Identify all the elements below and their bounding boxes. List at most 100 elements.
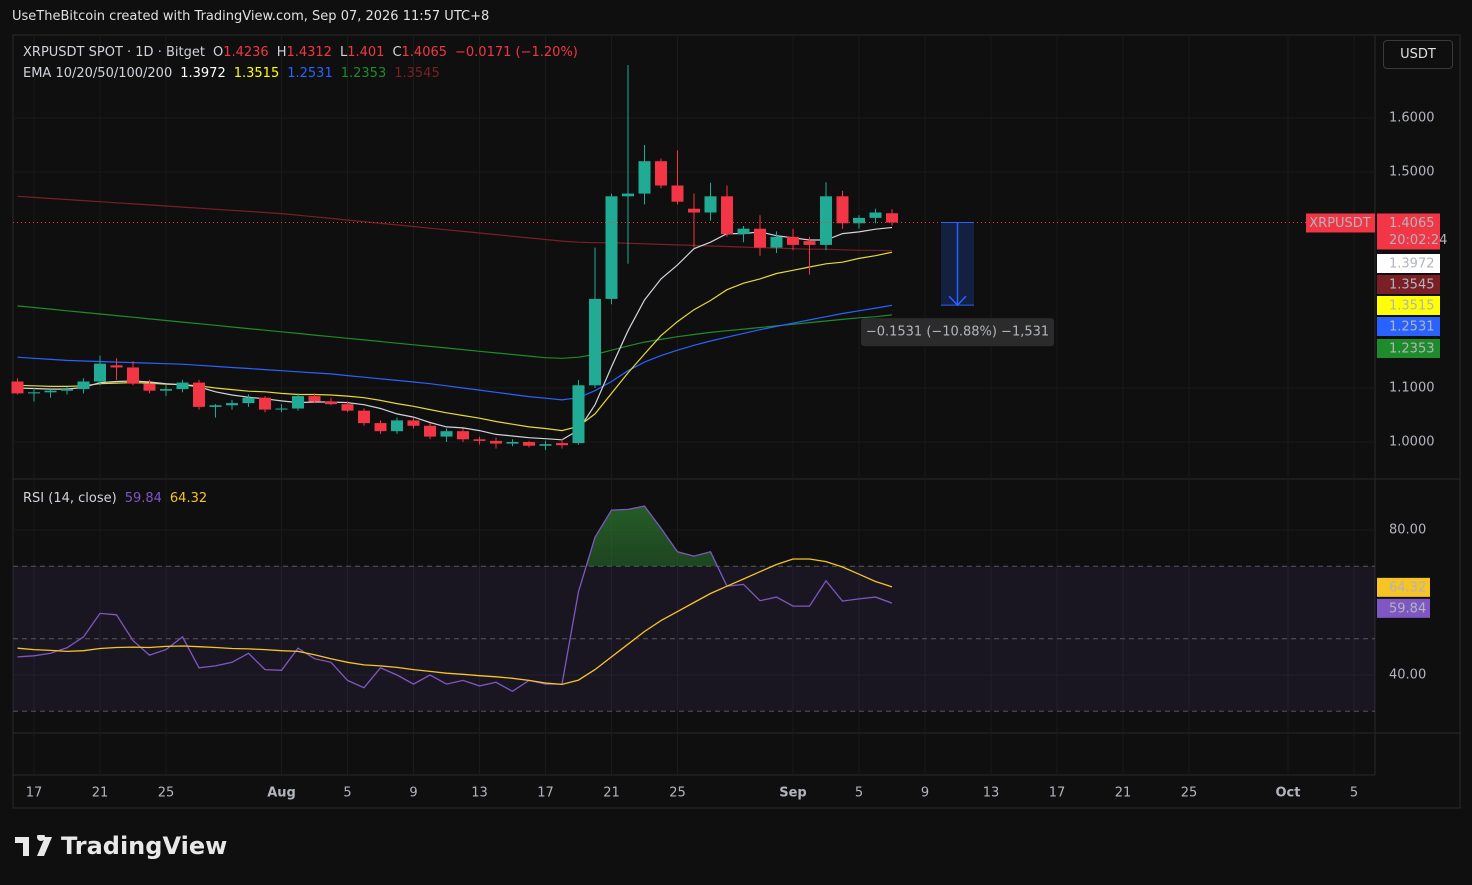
candle-body: [820, 196, 832, 245]
logo-icon: [15, 835, 52, 856]
ohlc-label: C: [392, 45, 402, 60]
x-tick-label: 13: [983, 786, 1000, 801]
ohlc-value: 1.4312: [286, 45, 332, 60]
candle-body: [589, 298, 601, 386]
candle-body: [325, 401, 337, 405]
candle-body: [61, 389, 73, 391]
ema-tag-label: 1.2531: [1389, 320, 1435, 335]
ohlc-label: O: [212, 45, 224, 60]
y-tick-label: 1.6000: [1389, 110, 1435, 125]
rsi-value: 59.84: [124, 491, 162, 506]
logo-text: TradingView: [61, 832, 228, 860]
candle-body: [655, 161, 667, 186]
candle-body: [28, 392, 40, 394]
x-tick-label: 17: [537, 786, 554, 801]
x-tick-label: 5: [343, 786, 351, 801]
ohlc-value: 1.4236: [223, 45, 269, 60]
ema-value: 1.2353: [340, 66, 387, 81]
ema-tag-label: 1.3545: [1389, 278, 1435, 293]
candle-body: [193, 382, 205, 407]
candle-body: [770, 236, 783, 248]
candle-body: [226, 403, 238, 406]
candle-body: [539, 444, 552, 446]
candle-body: [523, 441, 535, 446]
candle-body: [787, 236, 799, 245]
candle-body: [275, 408, 288, 410]
candle-body: [605, 196, 618, 299]
x-tick-label: 21: [92, 786, 109, 801]
ema-tag-label: 1.3972: [1389, 257, 1435, 272]
candle-body: [44, 390, 57, 393]
price-legend: XRPUSDT SPOT · 1D · Bitget O1.4236 H1.4312…: [23, 45, 581, 60]
ema-tag-label: 1.3515: [1389, 299, 1435, 314]
rsi-tag: [1377, 598, 1430, 618]
ema-line: [17, 195, 893, 252]
ohlc-label: H: [276, 45, 287, 60]
x-tick-label: 9: [921, 786, 929, 801]
candle-body: [836, 196, 849, 224]
x-tick-label: 5: [855, 786, 863, 801]
logo: TradingView: [15, 832, 227, 860]
ema-line: [17, 305, 893, 359]
ema-line: [17, 304, 893, 401]
candle-body: [721, 196, 733, 235]
candle-body: [803, 241, 816, 245]
candle-body: [11, 381, 24, 394]
measure-label-bg: [861, 318, 1054, 347]
ema-legend: EMA 10/20/50/100/200 1.3972 1.3515 1.2531 1.…: [23, 66, 448, 81]
x-tick-label: 21: [603, 786, 620, 801]
ema-tag: [1377, 339, 1440, 358]
x-tick-label: 5: [1350, 786, 1358, 801]
y-tick-label: 1.5000: [1389, 164, 1435, 179]
ema-value: 1.3545: [394, 66, 440, 81]
currency-button[interactable]: USDT: [1383, 40, 1453, 69]
candle-body: [341, 404, 354, 411]
x-tick-label: 21: [1115, 786, 1132, 801]
ohlc-label: L: [339, 45, 348, 60]
rsi-tag-label: 64.32: [1389, 580, 1426, 595]
y-tick-label: 80.00: [1389, 523, 1426, 538]
y-tick-label: 40.00: [1389, 668, 1426, 683]
candle-body: [638, 161, 651, 194]
candle-body: [209, 405, 222, 407]
x-tick-label: Sep: [779, 786, 807, 801]
candle-body: [440, 431, 453, 437]
price-tag: [1377, 213, 1440, 250]
candle-body: [110, 365, 123, 368]
rsi-tag-label: 59.84: [1389, 601, 1426, 616]
candle-body: [869, 212, 882, 218]
candle-body: [754, 228, 766, 248]
candle-body: [556, 443, 568, 446]
rsi-value: 64.32: [169, 491, 208, 506]
candle-body: [572, 385, 585, 444]
ema-value: 1.3972: [180, 66, 226, 81]
rsi-legend: RSI (14, close) 59.84 64.32: [23, 491, 215, 506]
measure-label: −0.1531 (−10.88%) −1,531: [866, 325, 1049, 340]
candle-body: [292, 396, 304, 409]
candle-body: [622, 193, 634, 197]
y-tick-label: 1.0000: [1389, 434, 1435, 449]
candle-body: [457, 431, 469, 440]
frame: [12, 34, 1461, 809]
candle-body: [506, 441, 519, 444]
candle-body: [473, 439, 486, 441]
candle-body: [358, 410, 370, 424]
overbought-fill: [586, 506, 718, 567]
candle-body: [160, 389, 172, 391]
candle-body: [259, 397, 271, 410]
y-tick-label: 1.1000: [1389, 380, 1435, 395]
candle-body: [704, 196, 717, 213]
candle-body: [127, 367, 139, 384]
symbol-tag: [1306, 213, 1375, 233]
ohlc-value: 1.4065: [401, 45, 448, 60]
candle-body: [143, 383, 156, 391]
x-tick-label: 25: [158, 786, 175, 801]
x-tick-label: 25: [1181, 786, 1198, 801]
price-tag-label: 1.4065: [1389, 216, 1435, 231]
candle-body: [424, 425, 436, 437]
candle-body: [176, 382, 189, 390]
candle-body: [886, 213, 898, 223]
x-tick-label: Oct: [1276, 786, 1301, 801]
ema-tag: [1377, 317, 1440, 336]
